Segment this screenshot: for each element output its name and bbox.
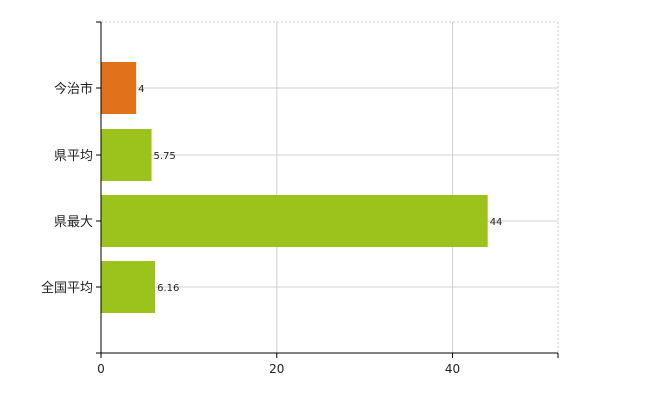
bar-3	[101, 261, 156, 313]
bar-layer	[101, 62, 488, 313]
data-label-1: 5.75	[154, 151, 176, 162]
x-tick-label-2: 40	[445, 362, 460, 376]
category-label-1: 県平均	[54, 149, 93, 164]
grid-layer	[101, 21, 559, 353]
axis-layer	[96, 21, 559, 358]
x-tick-label-0: 0	[97, 362, 105, 376]
category-label-2: 県最大	[54, 215, 93, 230]
data-label-3: 6.16	[157, 283, 179, 294]
bar-2	[101, 195, 488, 247]
category-label-3: 全国平均	[41, 280, 93, 296]
data-label-0: 4	[138, 84, 144, 95]
bar-1	[101, 129, 152, 181]
category-label-0: 今治市	[54, 81, 93, 97]
data-label-2: 44	[490, 217, 503, 228]
bar-0	[101, 62, 137, 114]
x-tick-label-1: 20	[269, 362, 284, 376]
